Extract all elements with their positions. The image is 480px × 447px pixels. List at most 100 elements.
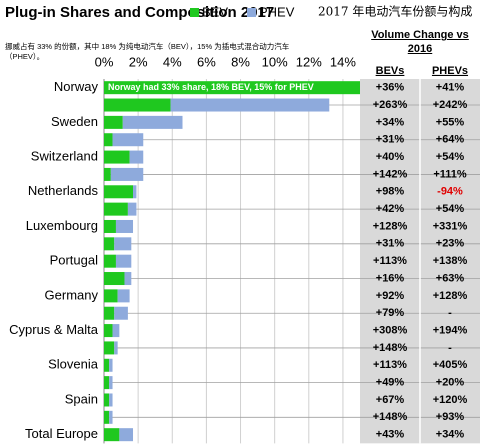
bar-segment <box>112 133 144 147</box>
bar-segment <box>109 410 113 424</box>
table-cell: +43% <box>376 429 405 441</box>
x-tick-label: 14% <box>330 54 356 69</box>
x-tick-label: 2% <box>129 54 148 69</box>
y-tick-label: Switzerland <box>31 149 98 164</box>
table-cell: +42% <box>376 203 405 215</box>
x-tick-label: 4% <box>163 54 182 69</box>
bar-segment <box>104 185 134 199</box>
bar-segment <box>109 376 113 390</box>
bar-segment <box>119 428 134 442</box>
y-tick-label: Norway <box>54 79 99 94</box>
table-title-box: Volume Change vs 2016 <box>371 29 469 55</box>
y-tick-label: Netherlands <box>28 183 99 198</box>
table-cell: +113% <box>373 255 407 267</box>
bar-segment <box>104 98 171 112</box>
bar-segment <box>104 376 110 390</box>
table-cell: - <box>448 342 452 354</box>
bar-segment <box>109 358 113 372</box>
table-cell: +36% <box>376 82 405 94</box>
legend-swatch <box>190 8 199 17</box>
bar-segment <box>104 341 115 355</box>
table-cell: +41% <box>436 82 465 94</box>
bar-segment <box>114 341 118 355</box>
table-cell: - <box>448 307 452 319</box>
legend-label: BEV <box>202 4 228 19</box>
bar-segment <box>104 133 113 147</box>
bar-segment <box>109 393 113 407</box>
x-tick-label: 6% <box>197 54 216 69</box>
bar-segment <box>115 219 134 233</box>
bar-segment <box>104 324 113 338</box>
y-tick-label: Slovenia <box>48 357 99 372</box>
bar-segment <box>104 150 130 164</box>
bar-segment <box>115 254 132 268</box>
table-cell: +93% <box>436 411 465 423</box>
table-cell: +67% <box>376 394 405 406</box>
table-cell: +113% <box>373 359 407 371</box>
note: （PHEV）。 <box>5 52 44 61</box>
table-cell: +20% <box>436 377 465 389</box>
bar-segment <box>104 219 116 233</box>
table-cell: +40% <box>376 151 405 163</box>
y-tick-label: Portugal <box>50 253 99 268</box>
y-tick-label: Spain <box>65 391 98 406</box>
y-tick-label: Germany <box>45 287 99 302</box>
chart-title: Plug-in Shares and Composition 2017 <box>5 4 274 21</box>
table-cell: +128% <box>433 290 468 302</box>
annotation: Norway had 33% share, 18% BEV, 15% for P… <box>108 82 314 92</box>
table-cell: +64% <box>436 134 465 146</box>
table-cell: +55% <box>436 116 465 128</box>
table-cell: +148% <box>373 411 408 423</box>
table-cell: +31% <box>376 134 405 146</box>
table-cell: +263% <box>373 99 408 111</box>
bar-segment <box>104 202 128 216</box>
table-cell: +31% <box>376 238 405 250</box>
y-tick-label: Total Europe <box>25 426 98 441</box>
table-cell: +79% <box>376 307 405 319</box>
table-cell: +194% <box>433 324 468 336</box>
bar-segment <box>104 254 116 268</box>
chart-subtitle: 2017 年电动汽车份额与构成 <box>318 4 472 19</box>
bar-segment <box>127 202 137 216</box>
y-tick-label: Cyprus & Malta <box>9 322 99 337</box>
note: 挪威占有 33% 的份额，其中 18% 为纯电动汽车（BEV），15% 为插电式… <box>5 41 290 51</box>
bar-segment <box>104 306 115 320</box>
bar-segment <box>110 167 144 181</box>
table-column-header: BEVs <box>376 65 405 77</box>
table-cell: +111% <box>433 168 467 180</box>
y-tick-label: Luxembourg <box>26 218 98 233</box>
table-cell: +34% <box>376 116 405 128</box>
x-tick-label: 10% <box>262 54 288 69</box>
table-cell: +308% <box>373 324 408 336</box>
x-tick-label: 8% <box>231 54 250 69</box>
y-tick-label: Sweden <box>51 114 98 129</box>
bar-segment <box>114 237 132 251</box>
table-cell: +405% <box>433 359 468 371</box>
table-cell: -94% <box>437 186 463 198</box>
table-cell: +128% <box>373 220 408 232</box>
bar-segment <box>104 393 110 407</box>
bar-segment <box>104 358 110 372</box>
table-cell: +16% <box>376 272 405 284</box>
table-column-header: PHEVs <box>432 65 468 77</box>
table-cell: +63% <box>436 272 465 284</box>
table-cell: +92% <box>376 290 405 302</box>
bar-segment <box>104 237 115 251</box>
bar-segment <box>104 289 118 303</box>
bar-segment <box>117 289 130 303</box>
bar-segment <box>170 98 330 112</box>
table-cell: +120% <box>433 394 468 406</box>
bar-segment <box>112 324 120 338</box>
table-cell: +331% <box>433 220 468 232</box>
x-tick-label: 12% <box>296 54 322 69</box>
table-cell: +54% <box>436 203 465 215</box>
legend-label: PHEV <box>259 4 295 19</box>
bar-segment <box>122 115 183 129</box>
bar-segment <box>104 428 120 442</box>
table-cell: +34% <box>436 429 465 441</box>
table-cell: +242% <box>433 99 468 111</box>
table-cell: +49% <box>376 377 405 389</box>
table-cell: +54% <box>436 151 465 163</box>
table-cell: +142% <box>373 168 408 180</box>
